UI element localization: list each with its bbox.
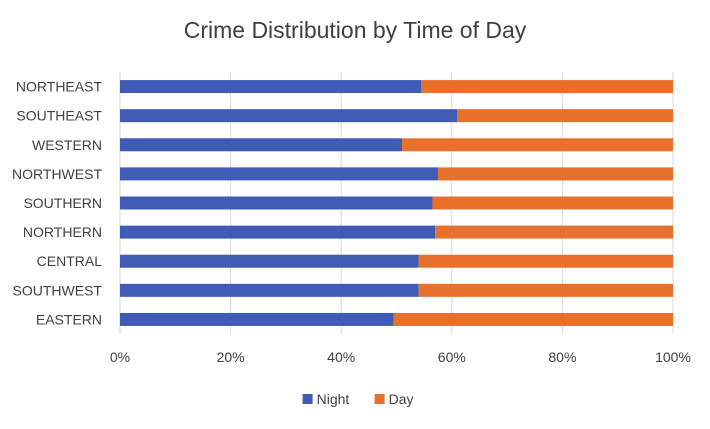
bar-night-southwest [120, 283, 419, 297]
bar-night-northern [120, 225, 436, 239]
bar-night-eastern [120, 312, 394, 326]
category-label: SOUTHEAST [16, 108, 102, 124]
legend-swatch-day [374, 394, 385, 404]
category-label: NORTHEAST [16, 79, 103, 95]
bar-night-northeast [120, 80, 422, 94]
bar-day-eastern [393, 312, 673, 326]
category-label: SOUTHWEST [13, 282, 103, 298]
x-axis-tick-labels: 0% 20% 40% 60% 80% 100% [110, 349, 691, 365]
bars [120, 80, 673, 326]
category-label: SOUTHERN [23, 195, 102, 211]
x-tick-label: 40% [327, 349, 355, 365]
legend-swatch-night [302, 394, 313, 404]
category-label: NORTHWEST [12, 166, 102, 182]
bar-night-northwest [120, 167, 438, 181]
bar-day-northeast [421, 80, 673, 94]
bar-day-northwest [437, 167, 673, 181]
category-label: CENTRAL [37, 253, 103, 269]
x-tick-label: 100% [655, 349, 691, 365]
chart-title: Crime Distribution by Time of Day [184, 17, 527, 43]
bar-day-southern [432, 196, 673, 210]
bar-day-western [402, 138, 673, 152]
bar-night-southeast [120, 109, 458, 123]
category-label: WESTERN [32, 137, 102, 153]
legend: Night Day [302, 391, 414, 407]
x-tick-label: 20% [217, 349, 245, 365]
category-labels: NORTHEAST SOUTHEAST WESTERN NORTHWEST SOUTHE… [12, 79, 102, 328]
category-label: EASTERN [36, 311, 102, 327]
bar-night-southern [120, 196, 433, 210]
bar-night-western [120, 138, 403, 152]
bar-day-northern [435, 225, 673, 239]
bar-day-southeast [457, 109, 673, 123]
bar-night-central [120, 254, 419, 268]
x-tick-label: 80% [548, 349, 576, 365]
bar-day-southwest [418, 283, 673, 297]
x-tick-label: 60% [438, 349, 466, 365]
bar-day-central [418, 254, 673, 268]
category-label: NORTHERN [23, 224, 102, 240]
legend-label-day: Day [389, 391, 414, 407]
legend-label-night: Night [317, 391, 350, 407]
x-tick-label: 0% [110, 349, 130, 365]
